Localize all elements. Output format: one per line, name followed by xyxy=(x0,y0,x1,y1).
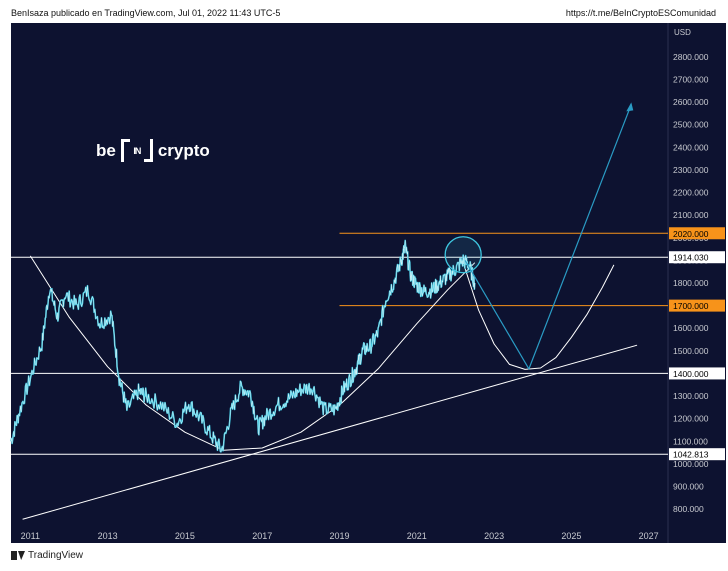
y-tick-label: 900.000 xyxy=(673,481,704,491)
x-tick-label: 2011 xyxy=(21,531,40,541)
x-tick-label: 2023 xyxy=(484,531,504,541)
y-tick-label: 1500.000 xyxy=(673,346,709,356)
beincrypto-logo: be IN crypto xyxy=(96,139,210,162)
x-tick-label: 2015 xyxy=(175,531,195,541)
y-tick-label: 2600.000 xyxy=(673,97,709,107)
x-tick-label: 2017 xyxy=(252,531,272,541)
tradingview-logo-icon xyxy=(11,551,25,560)
y-tick-label: 1800.000 xyxy=(673,278,709,288)
y-tick-label: 1600.000 xyxy=(673,323,709,333)
y-tick-label: 2800.000 xyxy=(673,52,709,62)
highlight-circle xyxy=(445,237,481,273)
axis-unit-label: USD xyxy=(674,28,691,37)
y-tick-label: 1100.000 xyxy=(673,436,708,446)
level-label: 1700.000 xyxy=(673,301,709,311)
tradingview-label: TradingView xyxy=(28,550,83,561)
logo-box-text: IN xyxy=(133,146,140,156)
logo-box: IN xyxy=(121,139,153,162)
y-tick-label: 1200.000 xyxy=(673,414,709,424)
plot-background xyxy=(11,23,726,543)
logo-word-crypto: crypto xyxy=(158,141,210,161)
y-tick-label: 1000.000 xyxy=(673,459,709,469)
y-tick-label: 2300.000 xyxy=(673,165,709,175)
x-tick-label: 2019 xyxy=(329,531,349,541)
level-label: 1042.813 xyxy=(673,450,709,460)
x-tick-label: 2027 xyxy=(639,531,659,541)
logo-word-be: be xyxy=(96,141,116,161)
y-tick-label: 2400.000 xyxy=(673,142,709,152)
level-label: 2020.000 xyxy=(673,229,709,239)
x-tick-label: 2025 xyxy=(561,531,581,541)
y-tick-label: 800.000 xyxy=(673,504,704,514)
level-label: 1400.000 xyxy=(673,369,709,379)
level-label: 1914.030 xyxy=(673,253,709,263)
y-tick-label: 2100.000 xyxy=(673,210,709,220)
y-tick-label: 2500.000 xyxy=(673,120,709,130)
y-tick-label: 2700.000 xyxy=(673,75,709,85)
tradingview-footer: TradingView xyxy=(11,550,83,561)
y-tick-label: 1300.000 xyxy=(673,391,709,401)
x-tick-label: 2021 xyxy=(407,531,427,541)
x-tick-label: 2013 xyxy=(98,531,118,541)
y-tick-label: 2200.000 xyxy=(673,188,709,198)
